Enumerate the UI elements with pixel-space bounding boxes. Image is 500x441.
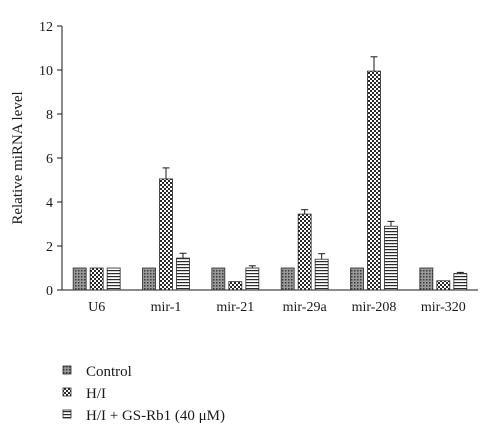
- bar-mir-29a-Control: [280, 267, 295, 291]
- y-tick-label: 6: [46, 152, 53, 167]
- legend-swatch-1: [62, 387, 72, 397]
- legend-label-1: H/I: [86, 386, 106, 402]
- y-tick-label: 10: [39, 64, 53, 79]
- y-ticks: 0 2 4 6 8 10 12: [39, 20, 62, 299]
- legend: Control H/I H/I + GS-Rb1 (40 μM): [62, 364, 225, 424]
- bar-U6-Control: [72, 267, 87, 291]
- bar-mir-208-H/I: [367, 70, 381, 291]
- x-ticks: U6 mir-1 mir-21 mir-29a mir-208 mir-320: [88, 300, 466, 315]
- x-tick-label: mir-1: [151, 300, 182, 315]
- y-tick-label: 0: [46, 284, 53, 299]
- y-tick-label: 8: [46, 108, 53, 123]
- x-axis: U6 mir-1 mir-21 mir-29a mir-208 mir-320: [62, 289, 478, 315]
- legend-label-2: H/I + GS-Rb1 (40 μM): [86, 408, 225, 424]
- bar-mir-1-H/I: [159, 178, 173, 291]
- y-axis-title: Relative miRNA level: [10, 91, 26, 224]
- x-tick-label: U6: [88, 300, 105, 315]
- bar-mir-320-Control: [419, 267, 434, 291]
- x-tick-label: mir-21: [216, 300, 254, 315]
- bar-mir-1-Control: [142, 267, 156, 291]
- y-tick-label: 12: [39, 20, 53, 35]
- y-axis: 0 2 4 6 8 10 12: [39, 20, 63, 299]
- legend-swatch-0: [62, 365, 72, 375]
- x-tick-label: mir-208: [352, 300, 397, 315]
- x-tick-label: mir-320: [421, 300, 466, 315]
- y-tick-label: 4: [46, 196, 53, 211]
- bars: [72, 70, 468, 291]
- bar-mir-320-H/I + GS-Rb1 (40 μM): [453, 273, 468, 291]
- bar-mir-21-H/I: [228, 281, 243, 291]
- bar-mir-320-H/I: [436, 280, 451, 291]
- bar-U6-H/I + GS-Rb1 (40 μM): [106, 267, 121, 291]
- bar-U6-H/I: [89, 267, 104, 291]
- y-tick-label: 2: [46, 240, 53, 255]
- legend-swatch-2: [62, 409, 72, 419]
- bar-mir-208-H/I + GS-Rb1 (40 μM): [384, 225, 398, 291]
- bar-mir-29a-H/I: [297, 213, 312, 291]
- x-tick-label: mir-29a: [283, 300, 328, 315]
- bar-mir-29a-H/I + GS-Rb1 (40 μM): [314, 258, 329, 291]
- bar-mir-21-Control: [211, 267, 226, 291]
- legend-label-0: Control: [86, 364, 132, 380]
- error-bars: [162, 56, 464, 274]
- bar-mir-1-H/I + GS-Rb1 (40 μM): [176, 257, 190, 291]
- bar-mir-21-H/I + GS-Rb1 (40 μM): [245, 267, 260, 291]
- bar-mir-208-Control: [350, 267, 364, 291]
